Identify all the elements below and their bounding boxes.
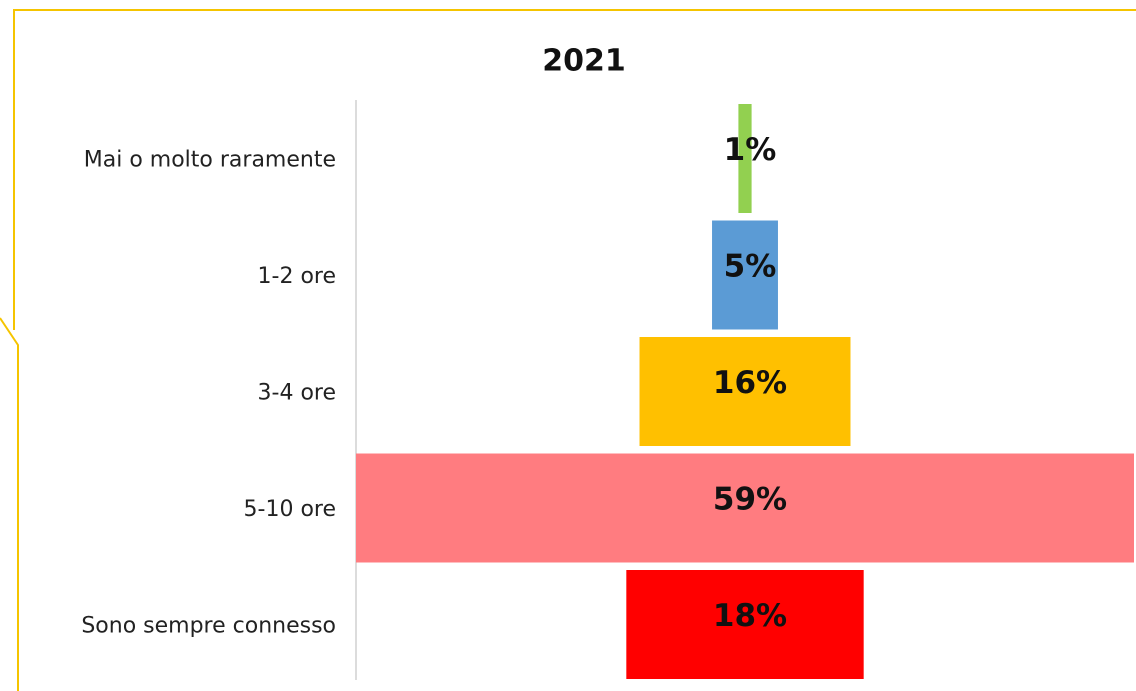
funnel-bar bbox=[639, 337, 851, 446]
frame-accent bbox=[0, 317, 19, 691]
frame bbox=[13, 9, 1136, 330]
category-label: Sono sempre connesso bbox=[81, 614, 336, 639]
value-label: 5% bbox=[724, 249, 777, 285]
value-label: 1% bbox=[724, 132, 777, 168]
category-label: 3-4 ore bbox=[258, 381, 336, 406]
category-label: 5-10 ore bbox=[244, 497, 336, 522]
funnel-bar bbox=[626, 570, 864, 679]
value-label: 18% bbox=[713, 598, 787, 634]
category-label: Mai o molto raramente bbox=[84, 148, 336, 173]
funnel-bar bbox=[712, 220, 778, 330]
funnel-bar bbox=[356, 453, 1134, 563]
chart-title: 2021 bbox=[542, 44, 626, 79]
value-label: 16% bbox=[713, 365, 787, 401]
category-label: 1-2 ore bbox=[258, 264, 336, 289]
value-label: 59% bbox=[713, 482, 787, 518]
funnel-bar bbox=[738, 104, 752, 213]
